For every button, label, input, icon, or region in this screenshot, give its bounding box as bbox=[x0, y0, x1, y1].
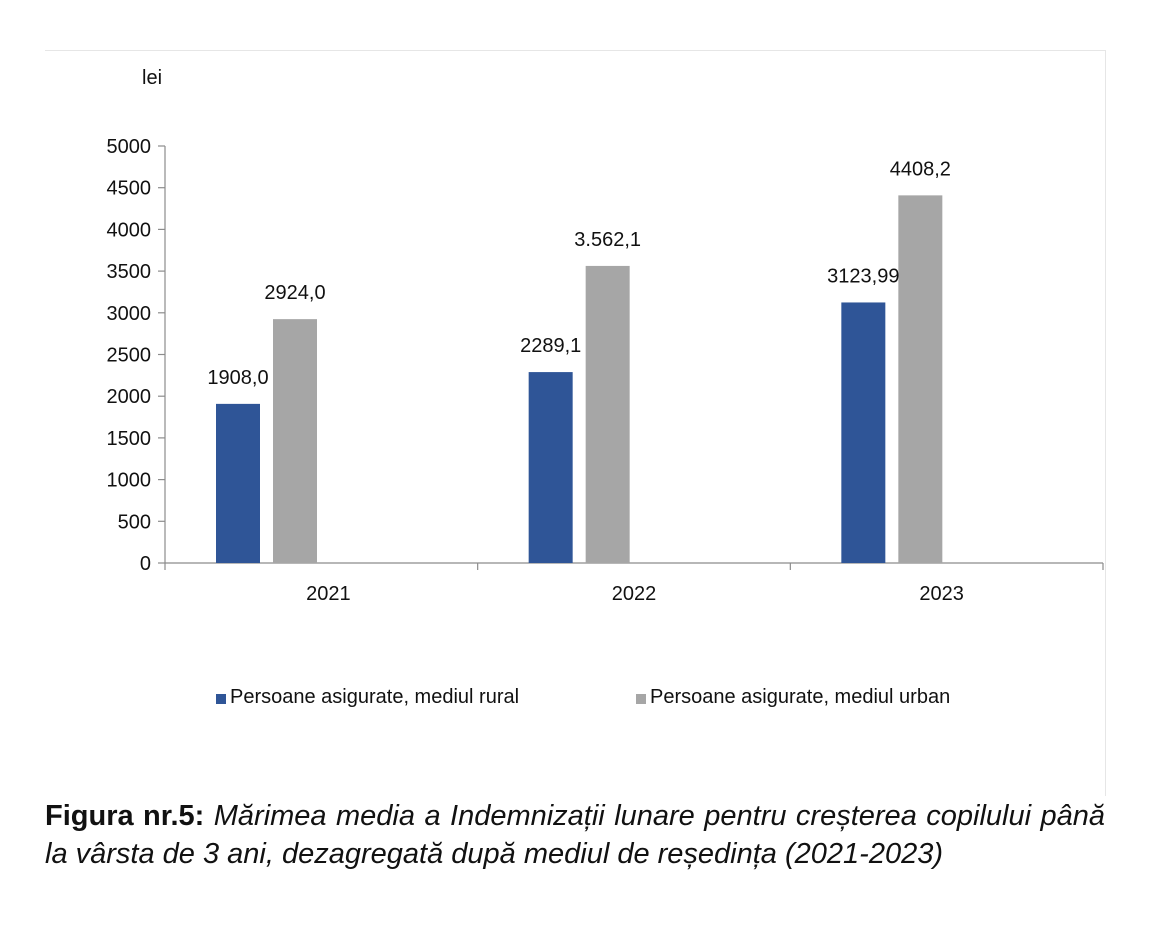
y-tick-label: 0 bbox=[140, 553, 151, 575]
chart-frame bbox=[45, 50, 1106, 796]
caption-text: Mărimea media a Indemnizații lunare pent… bbox=[45, 800, 1106, 870]
y-unit-label: lei bbox=[142, 67, 162, 89]
x-category-label: 2021 bbox=[306, 583, 351, 605]
legend-item-urban: Persoane asigurate, mediul urban bbox=[636, 686, 950, 709]
data-label-urban-2021: 2924,0 bbox=[264, 282, 325, 304]
bar-rural-2023 bbox=[841, 302, 886, 563]
x-category-label: 2023 bbox=[919, 583, 964, 605]
bar-urban-2022 bbox=[585, 265, 630, 563]
y-tick-label: 2000 bbox=[107, 386, 152, 408]
y-tick-label: 1000 bbox=[107, 470, 152, 492]
legend: Persoane asigurate, mediul rural Persoan… bbox=[0, 686, 1168, 716]
y-tick-label: 3000 bbox=[107, 303, 152, 325]
bar-rural-2021 bbox=[216, 403, 260, 563]
legend-label-urban: Persoane asigurate, mediul urban bbox=[650, 686, 951, 708]
data-label-urban-2023: 4408,2 bbox=[890, 158, 951, 180]
bar-urban-2023 bbox=[898, 195, 943, 563]
caption-label: Figura nr.5: bbox=[45, 800, 205, 832]
legend-swatch-rural bbox=[216, 693, 226, 704]
legend-swatch-urban bbox=[636, 693, 646, 704]
y-tick-label: 4500 bbox=[107, 178, 152, 200]
data-label-rural-2022: 2289,1 bbox=[520, 335, 581, 357]
bars bbox=[216, 195, 943, 563]
figure-caption: Figura nr.5: Mărimea media a Indemnizați… bbox=[45, 797, 1105, 873]
data-label-rural-2023: 3123,99 bbox=[827, 265, 899, 287]
y-tick-label: 2500 bbox=[107, 345, 152, 367]
x-category-label: 2022 bbox=[612, 583, 657, 605]
data-label-urban-2022: 3.562,1 bbox=[574, 229, 641, 251]
bar-urban-2021 bbox=[273, 319, 317, 563]
y-tick-label: 500 bbox=[118, 511, 151, 533]
y-tick-label: 5000 bbox=[107, 136, 152, 158]
data-labels: 1908,0 2924,0 2289,1 3.562,1 3123,99 4408,2 bbox=[207, 158, 951, 389]
axes: 0 500 1000 1500 2000 2500 3000 3500 4000 4500 5000… bbox=[107, 136, 1104, 605]
data-label-rural-2021: 1908,0 bbox=[207, 367, 268, 389]
legend-label-rural: Persoane asigurate, mediul rural bbox=[230, 686, 520, 708]
y-tick-label: 3500 bbox=[107, 261, 152, 283]
bar-rural-2022 bbox=[528, 372, 573, 563]
y-tick-label: 1500 bbox=[107, 428, 152, 450]
legend-item-rural: Persoane asigurate, mediul rural bbox=[216, 686, 519, 709]
y-tick-label: 4000 bbox=[107, 219, 152, 241]
